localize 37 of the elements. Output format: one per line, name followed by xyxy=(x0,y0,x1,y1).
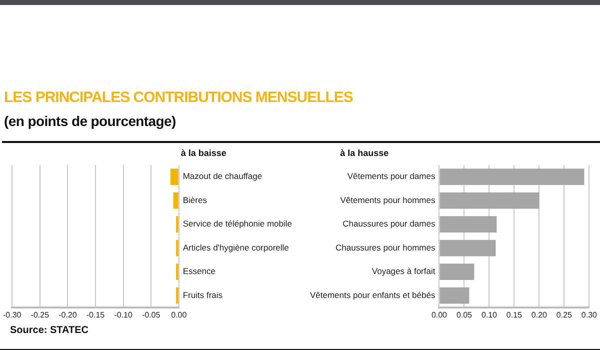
x-tick-label: -0.15 xyxy=(86,310,106,320)
bar xyxy=(440,192,540,209)
y-tick-label: Vêtements pour hommes xyxy=(340,194,436,205)
x-tick-label: -0.10 xyxy=(114,310,133,320)
y-tick-label: Chaussures pour dames xyxy=(342,218,436,229)
y-tick-label: Essence xyxy=(182,266,216,276)
x-tick-label: 0.05 xyxy=(456,310,473,320)
chart-title: LES PRINCIPALES CONTRIBUTIONS MENSUELLES xyxy=(4,89,353,106)
bar xyxy=(440,168,584,186)
x-tick-label: -0.20 xyxy=(58,310,78,320)
x-tick-label: -0.30 xyxy=(3,310,22,320)
y-tick-label: Voyages à forfait xyxy=(372,266,436,276)
x-tick-label: 0.00 xyxy=(171,310,188,320)
y-tick-label: Service de téléphonie mobile xyxy=(182,218,292,229)
y-tick-label: Vêtements pour dames xyxy=(347,171,436,182)
y-tick-label: Bières xyxy=(182,194,207,205)
x-tick-label: 0.20 xyxy=(531,310,548,320)
bar xyxy=(440,216,497,233)
x-tick-label: -0.25 xyxy=(30,310,50,320)
y-tick-label: Chaussures pour hommes xyxy=(336,242,436,252)
x-tick-label: 0.10 xyxy=(481,310,498,320)
y-axis-title: à la hausse xyxy=(340,148,389,158)
bar xyxy=(440,240,496,256)
chart-subtitle: (en points de pourcentage) xyxy=(4,113,176,129)
y-tick-label: Mazout de chauffage xyxy=(182,171,262,182)
y-tick-label: Articles d'hygiène corporelle xyxy=(182,242,290,252)
x-tick-label: 0.25 xyxy=(556,310,573,320)
x-tick-label: 0.15 xyxy=(506,310,523,320)
bar xyxy=(440,264,474,280)
x-tick-label: 0.30 xyxy=(581,310,598,320)
x-tick-label: -0.05 xyxy=(142,310,161,320)
bar xyxy=(440,287,470,304)
x-tick-label: 0.00 xyxy=(431,310,448,320)
y-tick-label: Vêtements pour enfants et bébés xyxy=(310,290,436,300)
y-axis-title: à la baisse xyxy=(180,148,226,158)
source-note: Source: STATEC xyxy=(10,325,89,336)
y-tick-label: Fruits frais xyxy=(182,290,223,300)
